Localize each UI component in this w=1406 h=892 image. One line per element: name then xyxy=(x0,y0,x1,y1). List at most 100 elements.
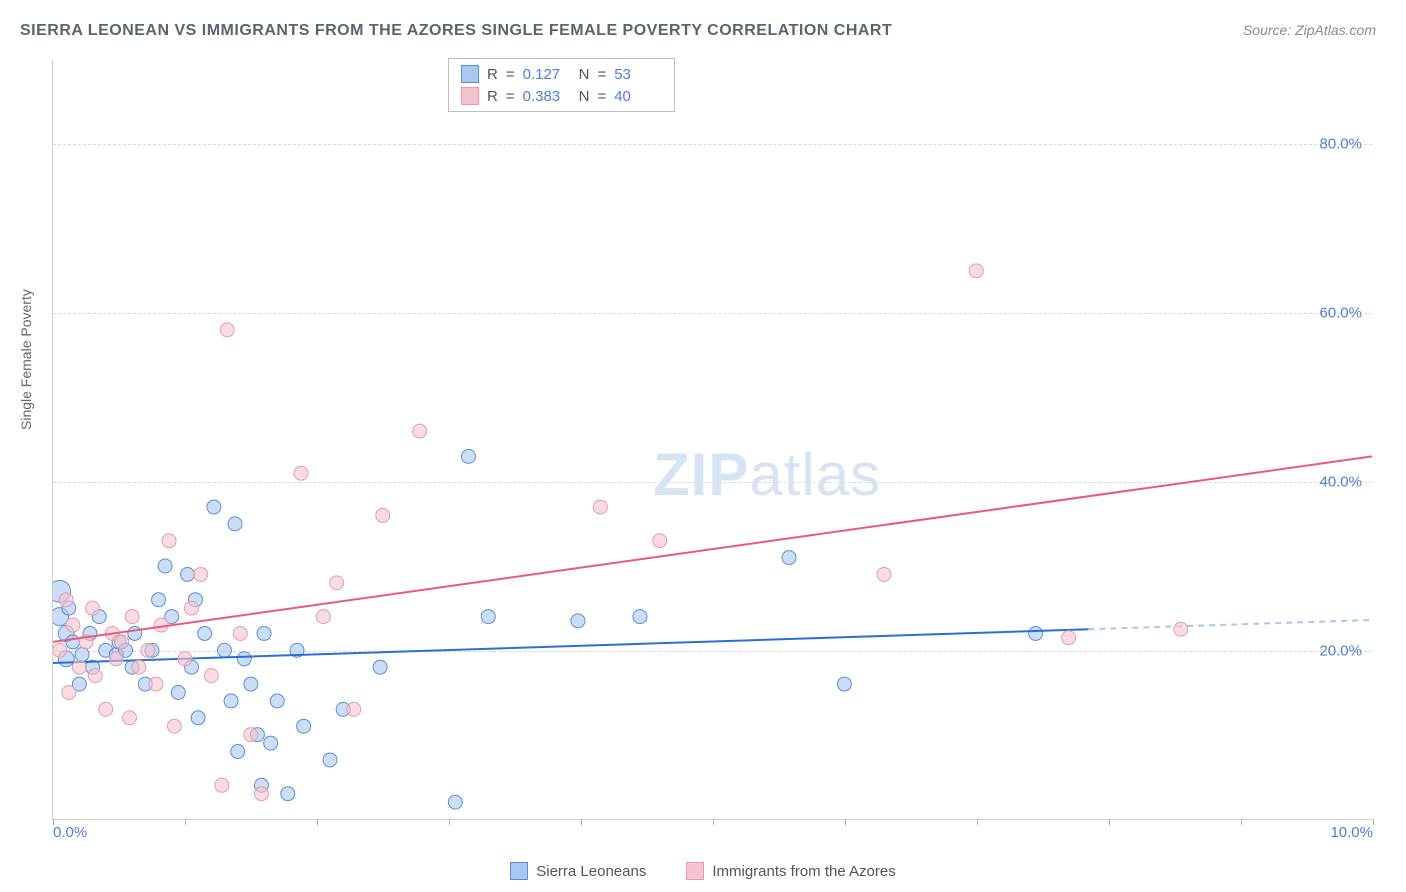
data-point xyxy=(125,610,139,624)
legend-r-label: R xyxy=(487,88,498,105)
x-tick xyxy=(977,819,978,825)
data-point xyxy=(270,694,284,708)
plot-svg xyxy=(53,60,1372,819)
legend-swatch-1 xyxy=(461,87,479,105)
data-point xyxy=(53,643,67,657)
data-point xyxy=(593,500,607,514)
data-point xyxy=(1062,631,1076,645)
data-point xyxy=(373,660,387,674)
data-point xyxy=(185,601,199,615)
legend-r-value-0: 0.127 xyxy=(523,66,571,83)
data-point xyxy=(294,466,308,480)
data-point xyxy=(461,449,475,463)
data-point xyxy=(228,517,242,531)
data-point xyxy=(198,626,212,640)
data-point xyxy=(217,643,231,657)
data-point xyxy=(323,753,337,767)
legend-r-label: R xyxy=(487,66,498,83)
data-point xyxy=(782,551,796,565)
data-point xyxy=(75,648,89,662)
x-tick-label: 0.0% xyxy=(53,824,87,841)
data-point xyxy=(837,677,851,691)
data-point xyxy=(171,686,185,700)
x-tick xyxy=(449,819,450,825)
data-point xyxy=(244,677,258,691)
data-point xyxy=(244,728,258,742)
data-point xyxy=(330,576,344,590)
data-point xyxy=(254,787,268,801)
data-point xyxy=(194,567,208,581)
legend-label-1: Immigrants from the Azores xyxy=(712,863,895,880)
data-point xyxy=(88,669,102,683)
data-point xyxy=(123,711,137,725)
data-point xyxy=(178,652,192,666)
legend-swatch-0 xyxy=(461,65,479,83)
legend-row-series-0: R = 0.127 N = 53 xyxy=(457,63,666,85)
legend-swatch-bottom-1 xyxy=(686,862,704,880)
data-point xyxy=(128,626,142,640)
data-point xyxy=(152,593,166,607)
data-point xyxy=(969,264,983,278)
data-point xyxy=(66,618,80,632)
legend-eq: = xyxy=(597,66,606,83)
data-point xyxy=(231,745,245,759)
data-point xyxy=(297,719,311,733)
x-tick xyxy=(845,819,846,825)
data-point xyxy=(877,567,891,581)
trend-line xyxy=(53,456,1372,642)
data-point xyxy=(1029,626,1043,640)
data-point xyxy=(141,643,155,657)
legend-series: Sierra Leoneans Immigrants from the Azor… xyxy=(0,862,1406,880)
data-point xyxy=(481,610,495,624)
legend-item-1: Immigrants from the Azores xyxy=(686,862,895,880)
data-point xyxy=(132,660,146,674)
legend-n-label: N xyxy=(579,88,590,105)
data-point xyxy=(158,559,172,573)
data-point xyxy=(162,534,176,548)
y-axis-label: Single Female Poverty xyxy=(18,289,34,430)
data-point xyxy=(376,508,390,522)
data-point xyxy=(66,635,80,649)
data-point xyxy=(220,323,234,337)
x-tick xyxy=(713,819,714,825)
x-tick xyxy=(1241,819,1242,825)
plot-area: ZIPatlas 20.0%40.0%60.0%80.0%0.0%10.0% xyxy=(52,60,1372,820)
data-point xyxy=(571,614,585,628)
data-point xyxy=(181,567,195,581)
trend-line-extension xyxy=(1088,620,1372,629)
chart-title: SIERRA LEONEAN VS IMMIGRANTS FROM THE AZ… xyxy=(20,22,892,40)
data-point xyxy=(59,593,73,607)
data-point xyxy=(86,601,100,615)
data-point xyxy=(115,635,129,649)
source-label: Source: ZipAtlas.com xyxy=(1243,22,1376,38)
data-point xyxy=(191,711,205,725)
data-point xyxy=(62,686,76,700)
data-point xyxy=(149,677,163,691)
legend-eq: = xyxy=(506,88,515,105)
legend-n-label: N xyxy=(579,66,590,83)
data-point xyxy=(237,652,251,666)
legend-item-0: Sierra Leoneans xyxy=(510,862,646,880)
data-point xyxy=(347,702,361,716)
data-point xyxy=(109,652,123,666)
data-point xyxy=(233,626,247,640)
data-point xyxy=(264,736,278,750)
x-tick xyxy=(185,819,186,825)
legend-label-0: Sierra Leoneans xyxy=(536,863,646,880)
legend-row-series-1: R = 0.383 N = 40 xyxy=(457,85,666,107)
data-point xyxy=(316,610,330,624)
data-point xyxy=(653,534,667,548)
x-tick-label: 10.0% xyxy=(1330,824,1373,841)
x-tick xyxy=(1109,819,1110,825)
x-tick xyxy=(317,819,318,825)
data-point xyxy=(204,669,218,683)
data-point xyxy=(215,778,229,792)
data-point xyxy=(99,702,113,716)
x-tick xyxy=(1373,819,1374,825)
x-tick xyxy=(581,819,582,825)
legend-r-value-1: 0.383 xyxy=(523,88,571,105)
data-point xyxy=(224,694,238,708)
data-point xyxy=(167,719,181,733)
legend-swatch-bottom-0 xyxy=(510,862,528,880)
data-point xyxy=(281,787,295,801)
